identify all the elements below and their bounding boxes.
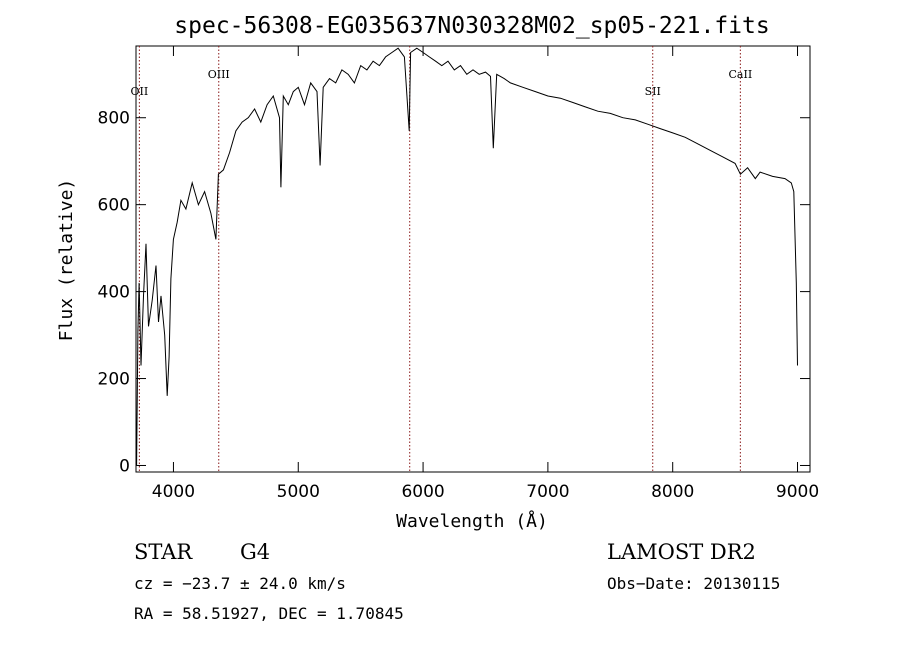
object-subclass: G4 [240, 540, 270, 564]
plot-frame [135, 45, 811, 473]
spectral-line-label: OIII [208, 68, 230, 81]
spectral-line-label: SII [645, 85, 661, 98]
x-tick-label: 9000 [776, 482, 819, 502]
x-tick-label: 8000 [651, 482, 694, 502]
survey-label: LAMOST DR2 [607, 540, 756, 564]
axis-ticks: 4000 5000 6000 7000 8000 9000 0 200 400 600 800 [98, 46, 819, 502]
x-axis-label: Wavelength (Å) [396, 510, 548, 532]
spectrum-line [136, 47, 798, 466]
x-tick-label: 5000 [277, 482, 320, 502]
x-tick-label: 7000 [526, 482, 569, 502]
y-tick-label: 800 [98, 109, 130, 129]
y-tick-label: 400 [98, 283, 130, 303]
spectral-line-label: OII [131, 85, 149, 98]
spectral-line-markers: OII OIII SII CaII [131, 46, 753, 472]
redshift-readout: cz = −23.7 ± 24.0 km/s [134, 574, 346, 593]
observation-date: Obs−Date: 20130115 [607, 574, 780, 593]
spectral-line-label: CaII [729, 68, 753, 81]
chart-title: spec-56308-EG035637N030328M02_sp05-221.f… [174, 13, 769, 39]
plot-area: OII OIII SII CaII 4000 5000 6000 7000 8000 9000 0… [98, 45, 819, 502]
x-tick-label: 4000 [152, 482, 195, 502]
object-class: STAR [134, 540, 193, 564]
y-axis-label: Flux (relative) [56, 179, 77, 342]
y-tick-label: 600 [98, 196, 130, 216]
y-tick-label: 200 [98, 370, 130, 390]
coordinates-readout: RA = 58.51927, DEC = 1.70845 [134, 604, 404, 623]
y-tick-label: 0 [119, 456, 130, 476]
x-tick-label: 6000 [401, 482, 444, 502]
